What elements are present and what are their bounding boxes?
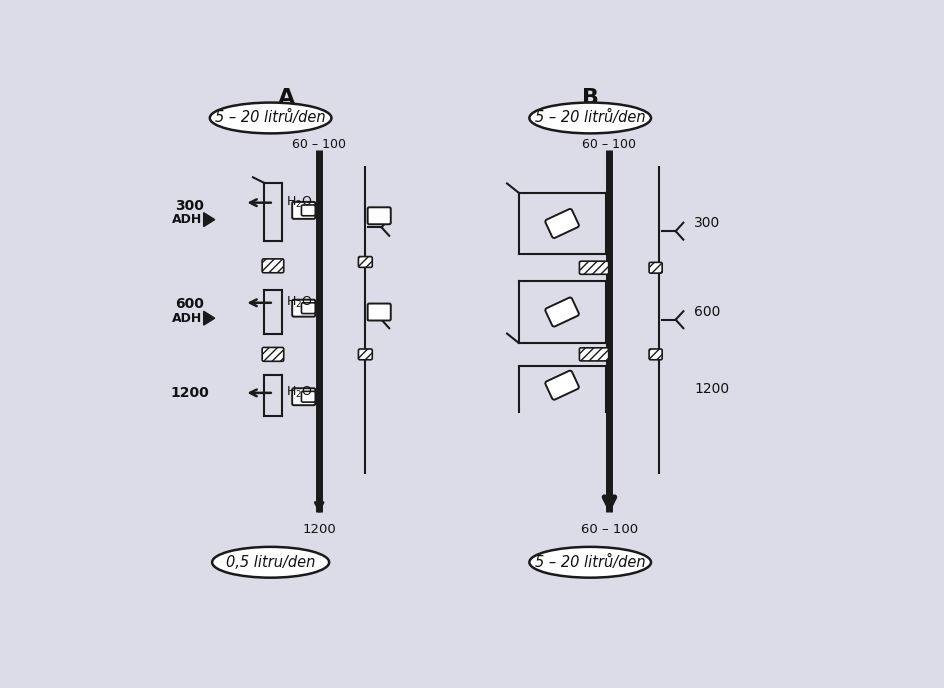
FancyBboxPatch shape — [367, 207, 391, 224]
Ellipse shape — [529, 103, 650, 133]
Text: 60 – 100: 60 – 100 — [292, 138, 346, 151]
Ellipse shape — [210, 103, 331, 133]
Text: 1200: 1200 — [694, 382, 729, 396]
Text: 60 – 100: 60 – 100 — [582, 138, 635, 151]
Text: 1200: 1200 — [302, 523, 336, 536]
FancyBboxPatch shape — [301, 205, 315, 216]
Text: 1200: 1200 — [170, 386, 209, 400]
Polygon shape — [204, 311, 214, 325]
FancyBboxPatch shape — [579, 261, 608, 275]
Text: 300: 300 — [176, 199, 204, 213]
FancyBboxPatch shape — [292, 202, 315, 219]
FancyBboxPatch shape — [545, 297, 579, 327]
Text: A: A — [278, 88, 295, 108]
FancyBboxPatch shape — [649, 262, 662, 273]
Text: H$_2$O: H$_2$O — [285, 195, 312, 211]
FancyBboxPatch shape — [301, 303, 315, 314]
FancyBboxPatch shape — [649, 349, 662, 360]
FancyBboxPatch shape — [358, 349, 372, 360]
FancyBboxPatch shape — [367, 303, 391, 321]
Text: 600: 600 — [694, 305, 719, 319]
FancyBboxPatch shape — [292, 388, 315, 405]
Text: ADH: ADH — [172, 312, 202, 325]
Text: 0,5 litru/den: 0,5 litru/den — [226, 555, 315, 570]
FancyBboxPatch shape — [358, 257, 372, 268]
Text: ADH: ADH — [172, 213, 202, 226]
FancyBboxPatch shape — [301, 391, 315, 402]
Text: 60 – 100: 60 – 100 — [581, 523, 637, 536]
Ellipse shape — [211, 547, 329, 578]
Polygon shape — [204, 213, 214, 226]
Text: B: B — [582, 88, 598, 108]
Text: H$_2$O: H$_2$O — [285, 385, 312, 400]
FancyBboxPatch shape — [545, 209, 579, 238]
FancyBboxPatch shape — [261, 347, 283, 361]
Text: 5 – 20 litrů/den: 5 – 20 litrů/den — [215, 111, 326, 125]
Text: 600: 600 — [176, 297, 204, 311]
FancyBboxPatch shape — [545, 371, 579, 400]
FancyBboxPatch shape — [261, 259, 283, 272]
Text: 5 – 20 litrů/den: 5 – 20 litrů/den — [534, 111, 645, 125]
FancyBboxPatch shape — [579, 348, 608, 361]
Text: 5 – 20 litrů/den: 5 – 20 litrů/den — [534, 555, 645, 570]
Text: 300: 300 — [694, 217, 719, 230]
Ellipse shape — [529, 547, 650, 578]
Text: H$_2$O: H$_2$O — [285, 295, 312, 310]
FancyBboxPatch shape — [292, 300, 315, 316]
